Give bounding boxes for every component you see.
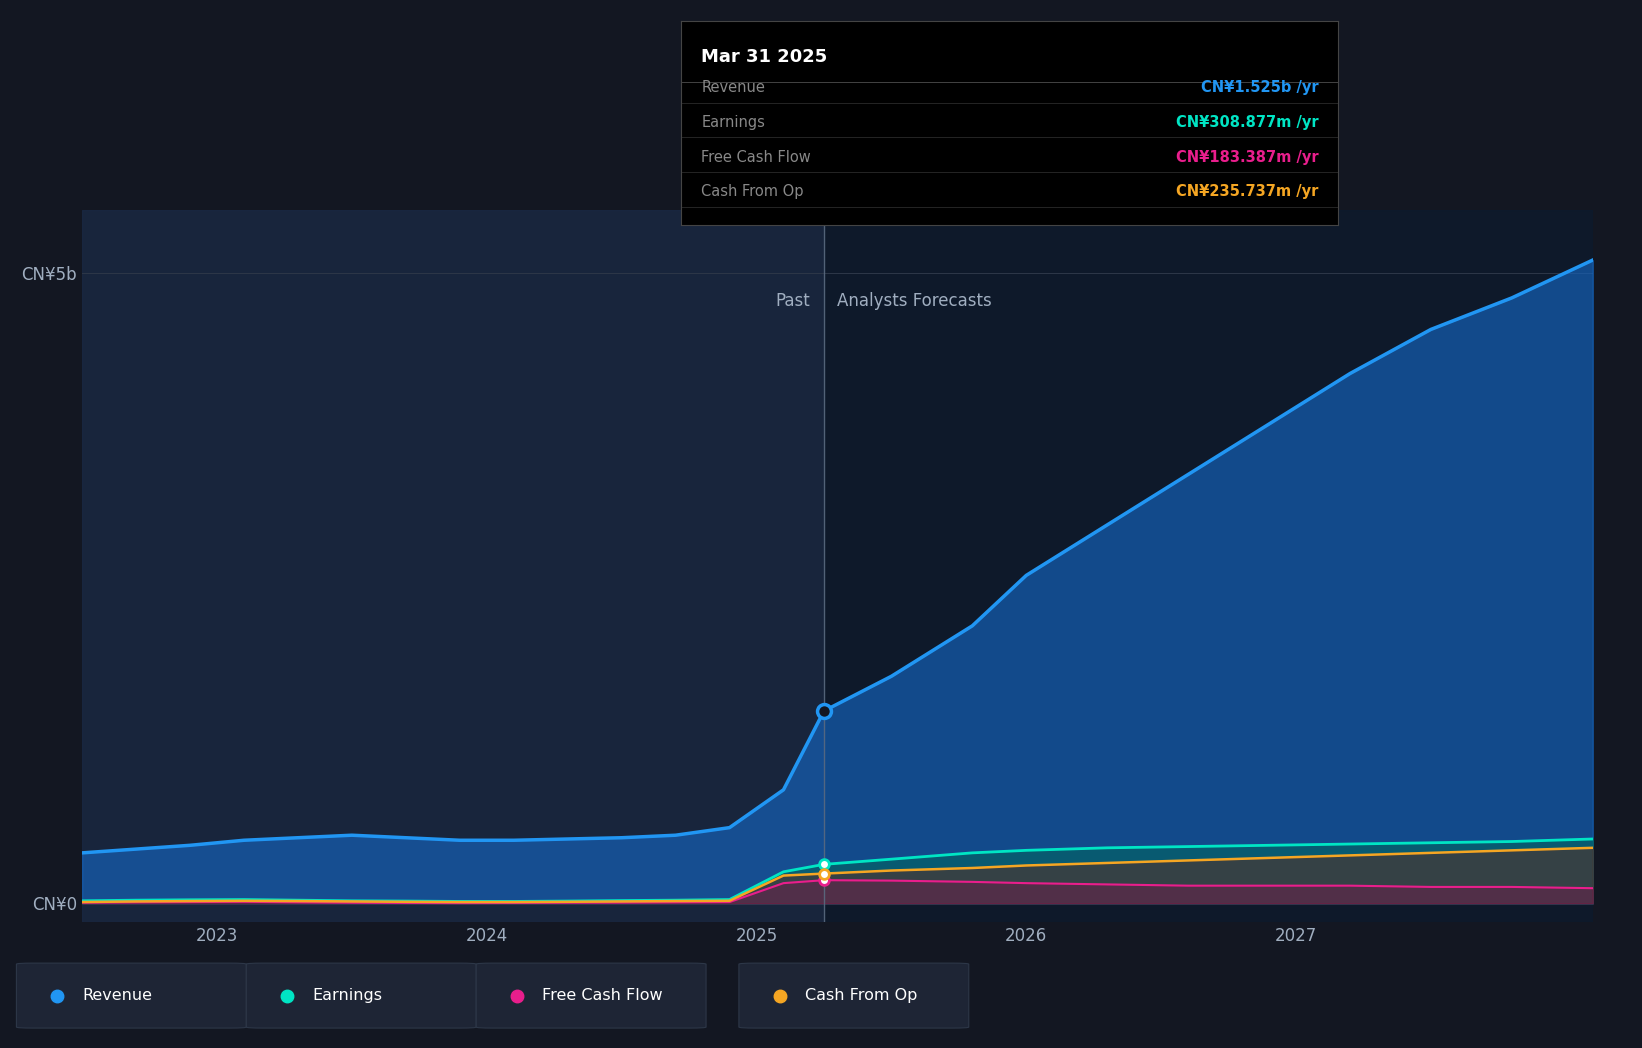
Text: Cash From Op: Cash From Op <box>701 184 803 199</box>
FancyBboxPatch shape <box>476 963 706 1028</box>
Text: Free Cash Flow: Free Cash Flow <box>701 150 811 165</box>
FancyBboxPatch shape <box>246 963 476 1028</box>
Bar <box>824 210 1593 922</box>
Text: Past: Past <box>775 291 811 309</box>
Text: CN¥308.877m /yr: CN¥308.877m /yr <box>1176 115 1319 130</box>
FancyBboxPatch shape <box>16 963 246 1028</box>
Text: Earnings: Earnings <box>312 988 383 1003</box>
FancyBboxPatch shape <box>739 963 969 1028</box>
Bar <box>82 210 824 922</box>
Text: Free Cash Flow: Free Cash Flow <box>542 988 662 1003</box>
Text: CN¥235.737m /yr: CN¥235.737m /yr <box>1176 184 1319 199</box>
Text: Mar 31 2025: Mar 31 2025 <box>701 47 828 66</box>
Text: Revenue: Revenue <box>701 81 765 95</box>
Text: CN¥1.525b /yr: CN¥1.525b /yr <box>1200 81 1319 95</box>
Text: CN¥183.387m /yr: CN¥183.387m /yr <box>1176 150 1319 165</box>
Text: Revenue: Revenue <box>82 988 153 1003</box>
Text: Cash From Op: Cash From Op <box>805 988 916 1003</box>
Text: Analysts Forecasts: Analysts Forecasts <box>837 291 992 309</box>
Text: Earnings: Earnings <box>701 115 765 130</box>
